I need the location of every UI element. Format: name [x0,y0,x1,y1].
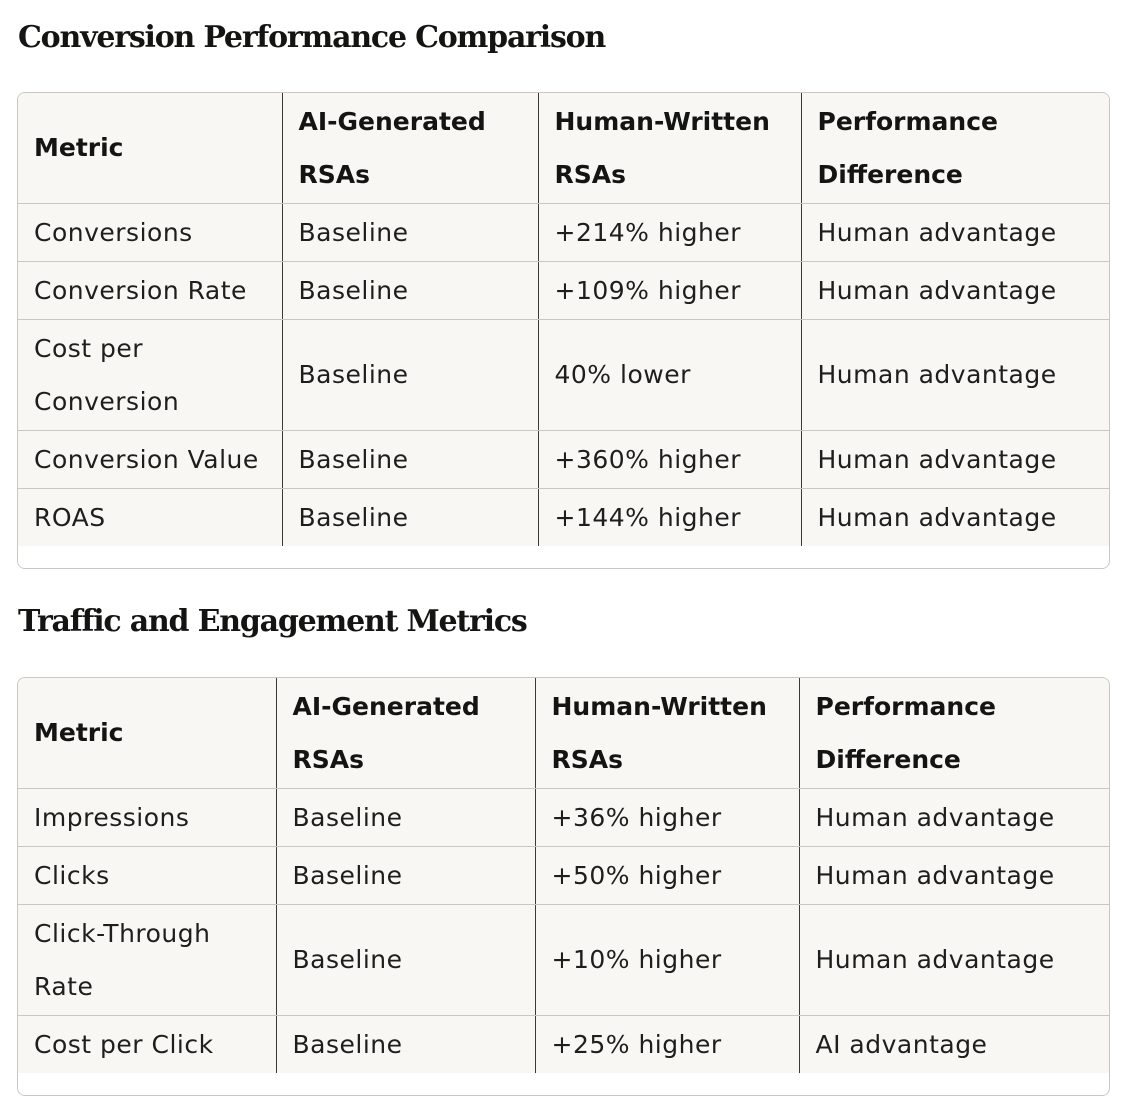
table-cell: Baseline [282,261,539,320]
table-cell: +109% higher [538,261,802,320]
table-cell: +50% higher [535,846,800,905]
table-cell: Clicks [18,846,277,905]
table-footer-spacer [18,546,1109,568]
table-cell: Baseline [282,319,539,431]
table-row: ROAS Baseline +144% higher Human advanta… [18,488,1109,546]
column-header: Performance Difference [799,678,1109,789]
section-title-conversion: Conversion Performance Comparison [18,20,606,55]
table-cell: ROAS [18,488,283,546]
table-cell: Baseline [282,203,539,262]
table-cell: Human advantage [817,502,1057,532]
table-cell: Baseline [276,846,536,905]
table-row: Cost per Click Baseline +25% higher AI a… [18,1015,1109,1073]
table-row: Conversion Value Baseline +360% higher H… [18,430,1109,489]
column-header: AI-Generated RSAs [276,678,536,789]
table-cell: Cost per Conversion [18,319,283,431]
table-cell: +25% higher [535,1015,800,1073]
table-cell: Human advantage [799,846,1109,905]
table-cell: +144% higher [538,488,802,546]
conversion-table: Metric AI-Generated RSAs Human-Written R… [17,92,1110,569]
table-row: Impressions Baseline +36% higher Human a… [18,788,1109,847]
table-footer-spacer [18,1073,1109,1095]
table-row: Click-Through Rate Baseline +10% higher … [18,904,1109,1016]
table-cell: Baseline [276,904,536,1016]
table-cell: Human advantage [799,788,1109,847]
table-cell: +360% higher [538,430,802,489]
table-header-row: Metric AI-Generated RSAs Human-Written R… [18,678,1109,789]
table-cell: 40% lower [538,319,802,431]
table-cell: Human advantage [801,203,1109,262]
table-cell: Baseline [276,788,536,847]
table-cell: Human advantage [799,904,1109,1016]
traffic-table: Metric AI-Generated RSAs Human-Written R… [17,677,1110,1096]
table-cell: Conversions [18,203,283,262]
column-header: AI-Generated RSAs [282,93,539,204]
section-title-traffic: Traffic and Engagement Metrics [18,604,528,639]
column-header: Human-Written RSAs [535,678,800,789]
table-row: Cost per Conversion Baseline 40% lower H… [18,319,1109,431]
table-cell: +10% higher [535,904,800,1016]
table-cell: Baseline [276,1015,536,1073]
table-cell: Human advantage [801,261,1109,320]
column-header: Human-Written RSAs [538,93,802,204]
table-cell: Human advantage [801,319,1109,431]
column-header: Metric [18,93,283,204]
table-cell: AI advantage [815,1029,988,1059]
table-cell: +214% higher [538,203,802,262]
table-row: Conversion Rate Baseline +109% higher Hu… [18,261,1109,320]
table-cell: Baseline [282,488,539,546]
table-row: Conversions Baseline +214% higher Human … [18,203,1109,262]
table-cell: Conversion Rate [18,261,283,320]
table-cell: Human advantage [801,430,1109,489]
table-cell: Baseline [282,430,539,489]
table-cell: Click-Through Rate [18,904,277,1016]
column-header: Metric [18,678,277,789]
table-cell: Conversion Value [18,430,283,489]
column-header: Performance Difference [801,93,1109,204]
table-row: Clicks Baseline +50% higher Human advant… [18,846,1109,905]
table-header-row: Metric AI-Generated RSAs Human-Written R… [18,93,1109,204]
table-cell: Impressions [18,788,277,847]
table-cell: +36% higher [535,788,800,847]
table-cell: Cost per Click [18,1015,277,1073]
